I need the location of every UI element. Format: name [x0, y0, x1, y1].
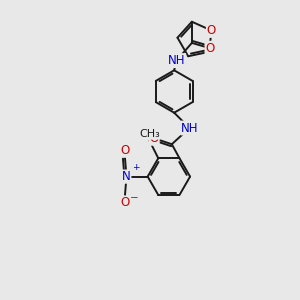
Text: O: O: [120, 196, 130, 209]
Text: O: O: [207, 24, 216, 37]
Text: O: O: [149, 132, 159, 145]
Text: N: N: [122, 170, 131, 183]
Text: CH₃: CH₃: [139, 129, 160, 139]
Text: +: +: [132, 163, 139, 172]
Text: O: O: [206, 42, 215, 55]
Text: O: O: [120, 144, 130, 157]
Text: NH: NH: [168, 54, 185, 67]
Text: NH: NH: [181, 122, 199, 134]
Text: −: −: [130, 194, 139, 203]
